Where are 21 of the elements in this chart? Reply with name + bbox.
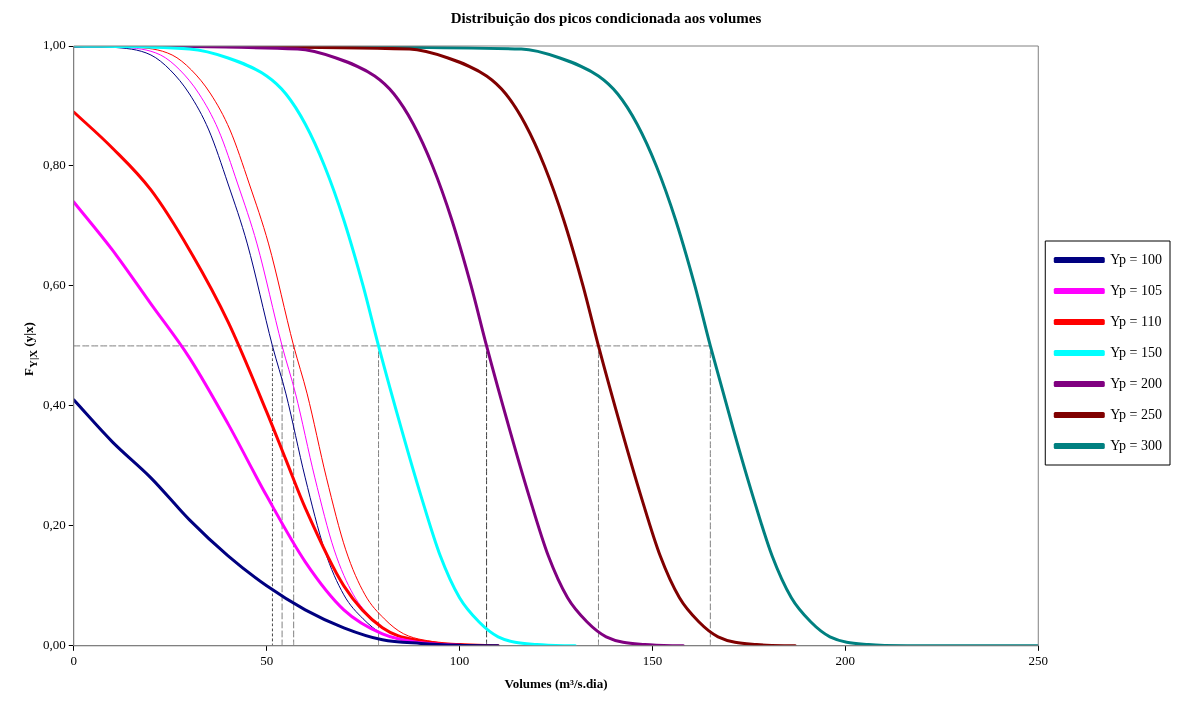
y-tick-label: 0,80	[43, 157, 66, 173]
x-tick-label: 0	[70, 653, 77, 669]
y-tick-label: 1,00	[43, 37, 66, 53]
legend-label: Yp = 110	[1110, 313, 1162, 329]
x-tick-label: 150	[642, 653, 663, 669]
y-tick-label: 0,60	[43, 277, 66, 293]
x-tick-label: 250	[1028, 653, 1049, 669]
legend-label: Yp = 100	[1110, 251, 1163, 267]
x-tick-label: 50	[260, 653, 274, 669]
y-tick-label: 0,40	[43, 397, 66, 413]
chart-title: Distribuição dos picos condicionada aos volumes	[450, 9, 762, 26]
y-tick-label: 0,00	[43, 637, 66, 653]
y-tick-label: 0,20	[43, 517, 66, 533]
x-axis-title: Volumes (m³/s.dia)	[504, 675, 608, 691]
legend-label: Yp = 105	[1110, 282, 1163, 298]
legend-label: Yp = 200	[1110, 375, 1163, 391]
legend-label: Yp = 250	[1110, 406, 1163, 422]
x-tick-label: 100	[449, 653, 470, 669]
legend-label: Yp = 300	[1110, 437, 1163, 453]
legend-label: Yp = 150	[1110, 344, 1163, 360]
x-tick-label: 200	[835, 653, 856, 669]
